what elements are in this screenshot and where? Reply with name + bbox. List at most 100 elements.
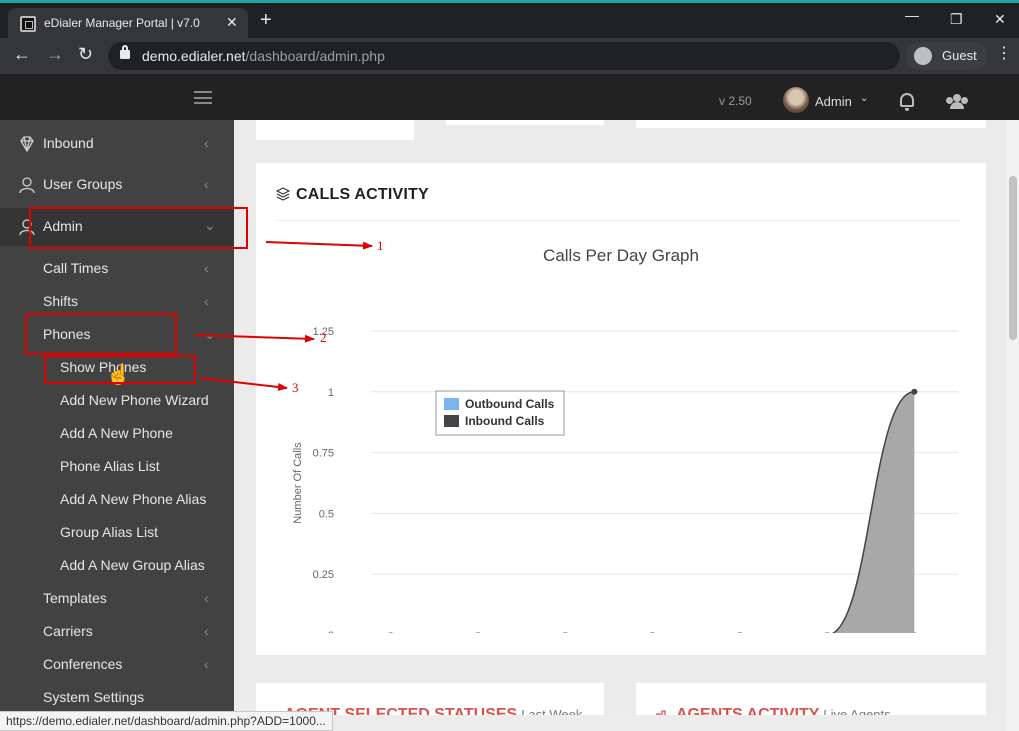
- legend-swatch: [444, 415, 459, 427]
- reload-icon[interactable]: ↻: [78, 44, 94, 64]
- sidebar-item-label: Templates: [43, 590, 107, 606]
- card-title: AGENTS ACTIVITY Live Agents: [676, 706, 891, 715]
- sidebar-item-system-settings[interactable]: System Settings: [0, 680, 234, 715]
- users-group-icon[interactable]: [946, 94, 968, 109]
- y-axis-label: Number Of Calls: [292, 442, 304, 524]
- user-icon: [19, 219, 35, 236]
- hamburger-menu-icon[interactable]: [194, 91, 212, 104]
- sidebar-item-label: Shifts: [43, 293, 79, 309]
- y-tick-label: 1: [328, 387, 334, 399]
- sidebar-item-group-alias-list[interactable]: Group Alias List: [0, 515, 234, 551]
- sidebar: Inbound ‹ User Groups ‹ Admin ⌄ Call Tim…: [0, 120, 234, 715]
- series-line-inbound: [831, 391, 915, 633]
- sidebar-item-phone-alias-list[interactable]: Phone Alias List: [0, 449, 234, 485]
- y-tick-label: 0.75: [313, 448, 334, 460]
- tab-title: eDialer Manager Portal | v7.0: [44, 16, 200, 30]
- sidebar-item-label: Add A New Group Alias: [60, 557, 205, 573]
- sidebar-item-label: Add A New Phone Alias: [60, 491, 207, 507]
- data-point: [737, 632, 743, 633]
- sidebar-item-shifts[interactable]: Shifts ‹: [0, 284, 234, 320]
- sidebar-item-phones[interactable]: Phones ⌄: [0, 317, 234, 353]
- sidebar-item-add-a-new-phone[interactable]: Add A New Phone: [0, 416, 234, 452]
- card-title-text: AGENTS ACTIVITY: [676, 706, 820, 715]
- stat-card-stub: [256, 120, 414, 140]
- sidebar-item-label: Inbound: [43, 135, 94, 151]
- data-point: [475, 632, 481, 633]
- series-area-inbound: [833, 391, 915, 633]
- stat-card-stub: [636, 120, 986, 128]
- sidebar-item-label: User Groups: [43, 176, 123, 192]
- new-tab-icon[interactable]: +: [260, 9, 272, 31]
- sidebar-item-label: Add New Phone Wizard: [60, 392, 209, 408]
- sidebar-item-label: Phone Alias List: [60, 458, 160, 474]
- avatar[interactable]: [783, 87, 809, 113]
- sidebar-item-add-new-phone-wizard[interactable]: Add New Phone Wizard: [0, 383, 234, 419]
- restore-icon[interactable]: ❐: [950, 11, 963, 27]
- chevron-down-icon[interactable]: ⌄: [860, 93, 869, 104]
- scrollbar-thumb[interactable]: [1009, 176, 1017, 340]
- sidebar-item-label: System Settings: [43, 689, 145, 705]
- back-icon[interactable]: ←: [13, 44, 31, 64]
- divider: [276, 220, 960, 221]
- bar-chart-icon: [656, 710, 666, 715]
- sidebar-item-admin[interactable]: Admin ⌄: [0, 208, 234, 246]
- y-tick-label: 0: [328, 630, 334, 633]
- agent-selected-statuses-card: AGENT SELECTED STATUSES Last Week: [256, 683, 604, 715]
- y-tick-label: 0.25: [313, 569, 334, 581]
- card-subtitle: Last Week: [521, 707, 583, 715]
- y-tick-label: 1.25: [313, 326, 334, 338]
- sidebar-item-label: Call Times: [43, 260, 109, 276]
- profile-icon: [914, 47, 932, 65]
- window-close-icon[interactable]: ✕: [994, 11, 1006, 27]
- sidebar-item-label: Group Alias List: [60, 524, 159, 540]
- legend-label: Inbound Calls: [465, 414, 545, 428]
- stat-card-stub: [446, 120, 604, 125]
- app-header: v 2.50 Admin ⌄: [0, 74, 1019, 120]
- profile-button[interactable]: Guest: [906, 42, 988, 70]
- sidebar-item-call-times[interactable]: Call Times ‹: [0, 251, 234, 287]
- browser-toolbar: ← → ↻ demo.edialer.net/dashboard/admin.p…: [0, 38, 1019, 74]
- chevron-left-icon: ‹: [204, 590, 209, 606]
- app-version: v 2.50: [719, 94, 752, 108]
- agents-activity-card: AGENTS ACTIVITY Live Agents: [636, 683, 986, 715]
- legend-swatch: [444, 398, 459, 410]
- legend-label: Outbound Calls: [465, 397, 555, 411]
- sidebar-item-carriers[interactable]: Carriers ‹: [0, 614, 234, 650]
- sidebar-item-user-groups[interactable]: User Groups ‹: [0, 167, 234, 203]
- data-point: [824, 632, 830, 633]
- url-domain: demo.edialer.net: [142, 48, 246, 64]
- annotation-label-1: 1: [377, 238, 384, 253]
- address-bar[interactable]: demo.edialer.net/dashboard/admin.php: [108, 42, 900, 70]
- main-content: CALLS ACTIVITY Calls Per Day Graph 0 0.25…: [234, 120, 1019, 715]
- browser-menu-icon[interactable]: ⋮: [996, 45, 1012, 62]
- status-bar-url: https://demo.edialer.net/dashboard/admin…: [0, 711, 333, 731]
- data-point: [912, 632, 917, 633]
- sidebar-item-add-a-new-phone-alias[interactable]: Add A New Phone Alias: [0, 482, 234, 518]
- sidebar-item-templates[interactable]: Templates ‹: [0, 581, 234, 617]
- sidebar-item-inbound[interactable]: Inbound ‹: [0, 126, 234, 162]
- sidebar-item-add-a-new-group-alias[interactable]: Add A New Group Alias: [0, 548, 234, 584]
- browser-tab[interactable]: eDialer Manager Portal | v7.0 ✕: [8, 8, 248, 41]
- forward-icon[interactable]: →: [46, 44, 64, 64]
- tab-close-icon[interactable]: ✕: [226, 14, 238, 30]
- lock-icon: [120, 45, 130, 59]
- minimize-icon[interactable]: —: [905, 7, 919, 23]
- browser-tab-bar: eDialer Manager Portal | v7.0 ✕ + — ❐ ✕: [0, 0, 1019, 41]
- user-menu-name[interactable]: Admin: [815, 94, 852, 109]
- bell-icon[interactable]: [900, 93, 914, 111]
- page-scrollbar[interactable]: [1007, 120, 1019, 731]
- sidebar-item-label: Phones: [43, 326, 91, 342]
- card-title: AGENT SELECTED STATUSES Last Week: [284, 706, 582, 715]
- url-path: /dashboard/admin.php: [245, 48, 385, 64]
- chevron-left-icon: ‹: [204, 623, 209, 639]
- sidebar-item-conferences[interactable]: Conferences ‹: [0, 647, 234, 683]
- annotation-label-3: 3: [292, 380, 299, 395]
- sidebar-item-label: Admin: [43, 218, 83, 234]
- card-title: CALLS ACTIVITY: [296, 186, 429, 203]
- chart-title: Calls Per Day Graph: [543, 246, 699, 265]
- chevron-left-icon: ‹: [204, 260, 209, 276]
- user-icon: [19, 177, 35, 194]
- sidebar-item-label: Conferences: [43, 656, 123, 672]
- data-point: [562, 632, 568, 633]
- sidebar-item-label: Add A New Phone: [60, 425, 173, 441]
